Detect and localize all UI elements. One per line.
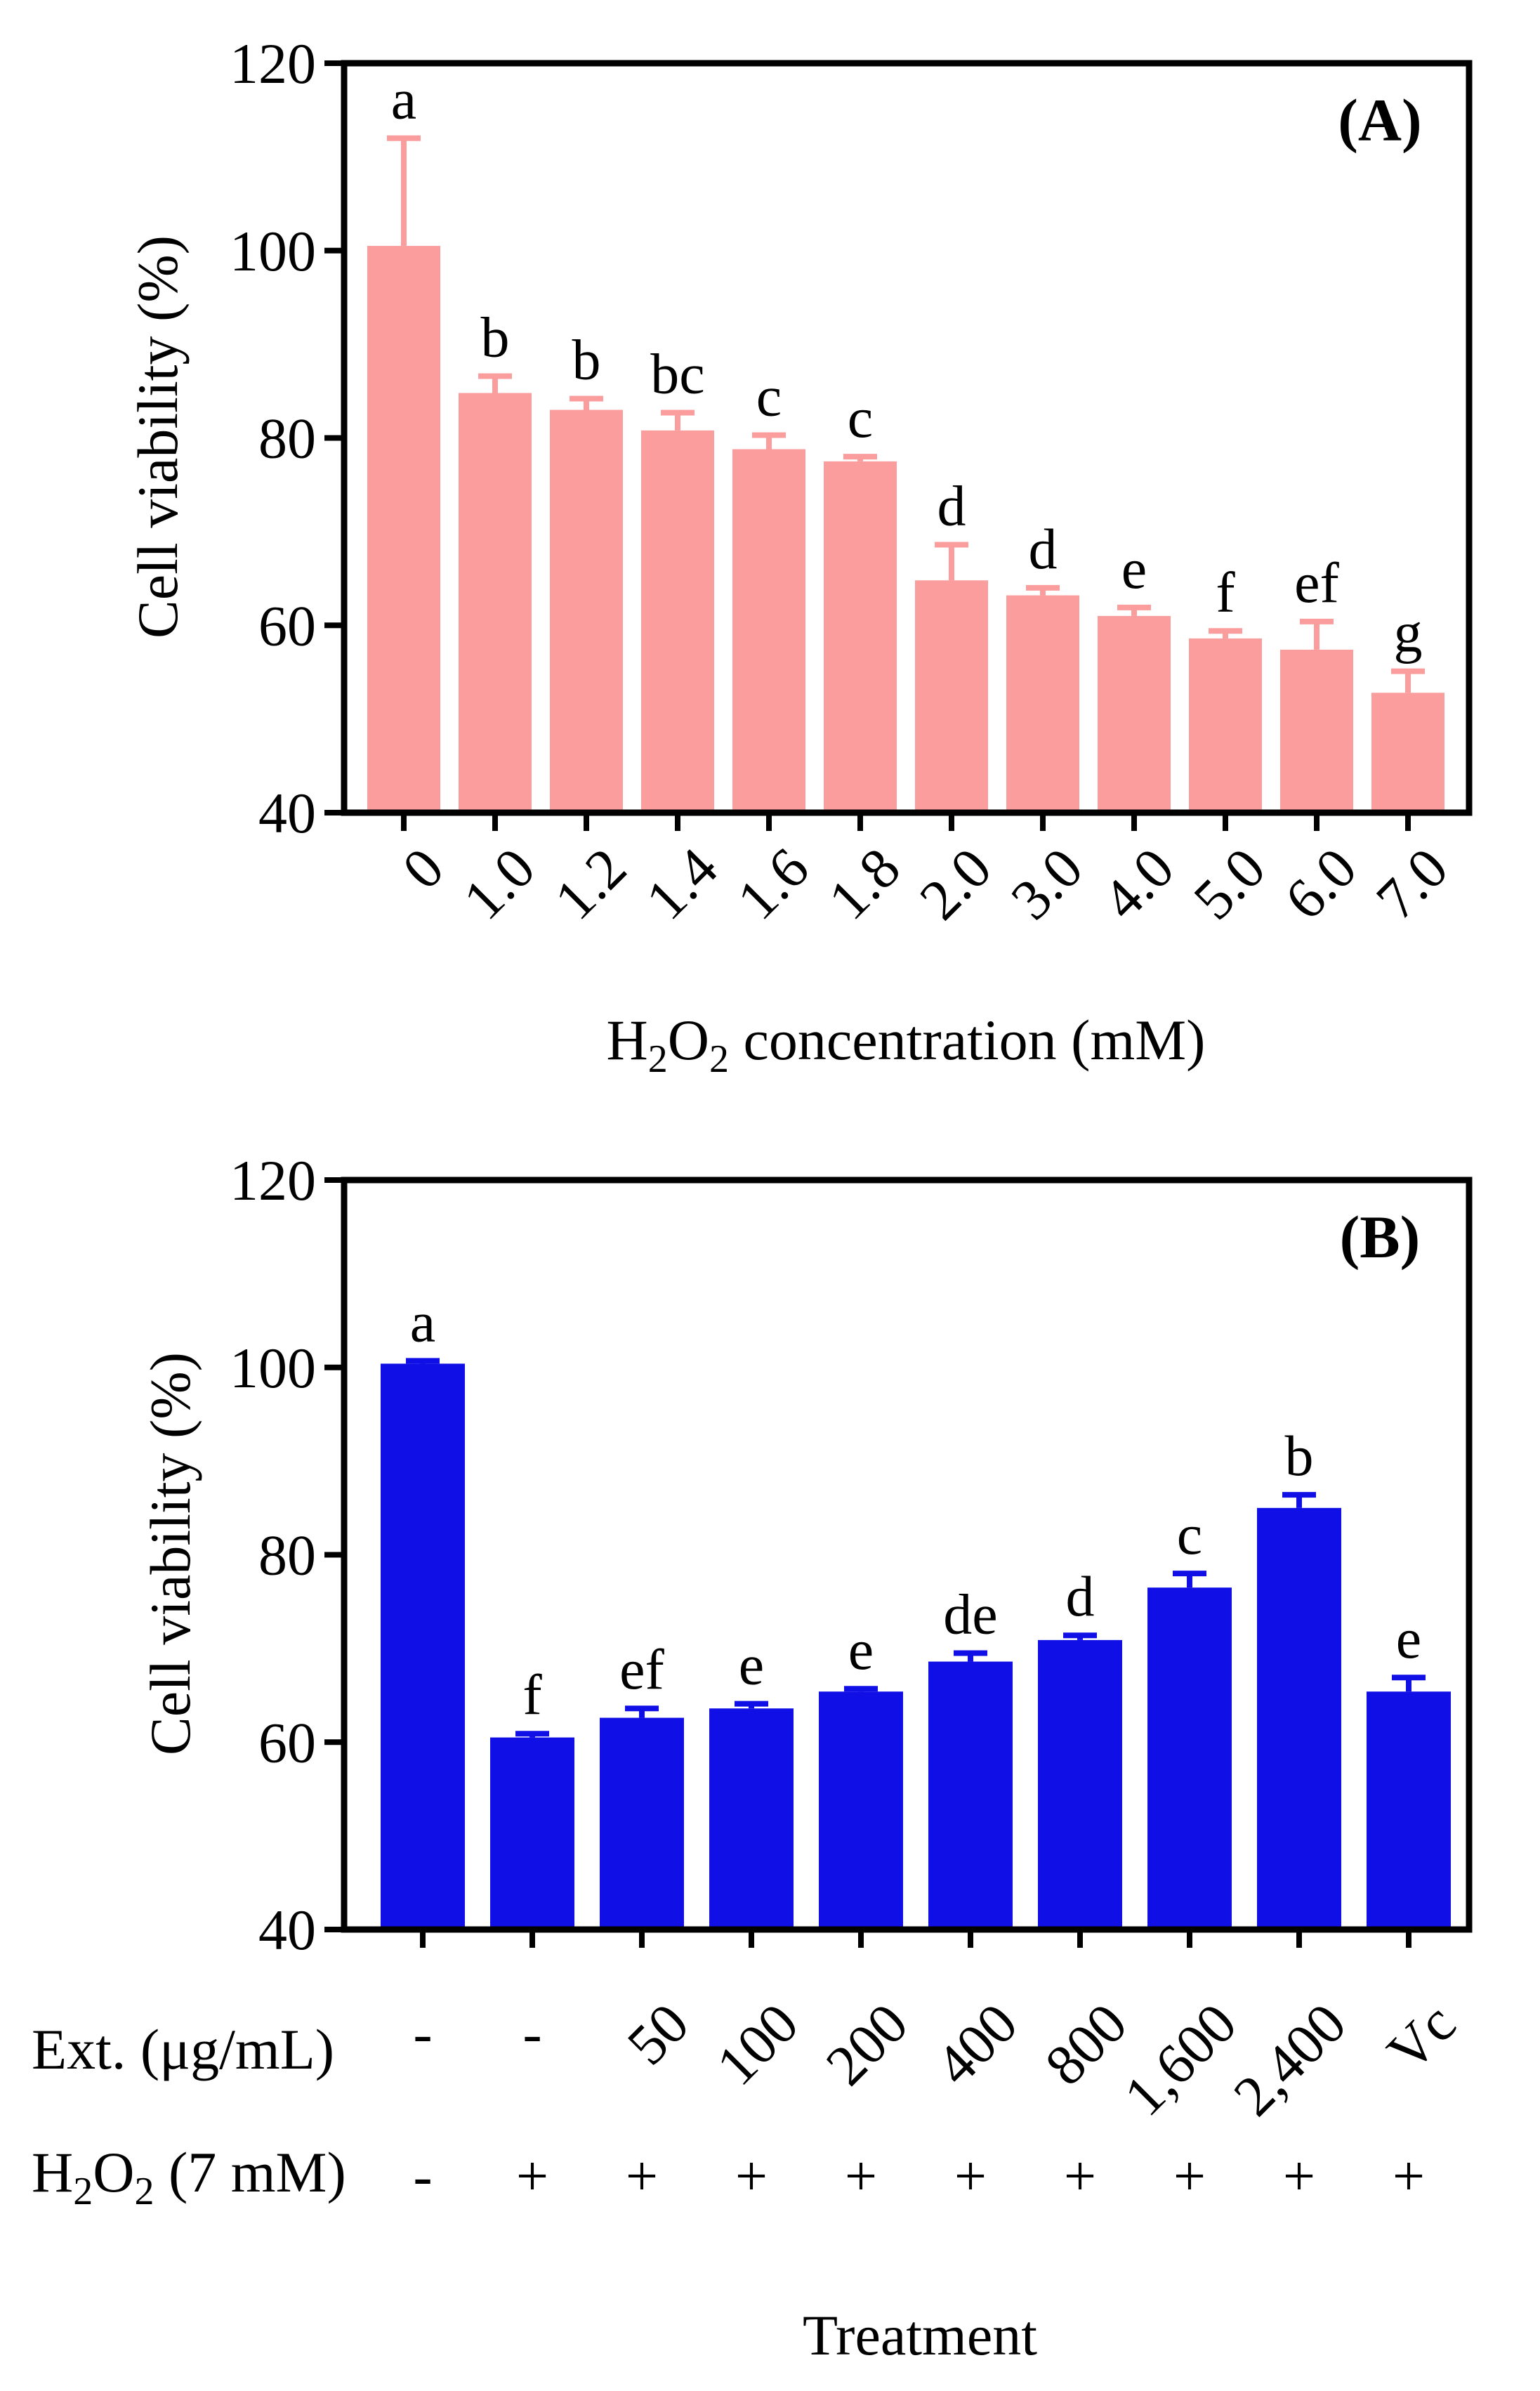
bar xyxy=(641,430,714,813)
panel-b-plot-frame xyxy=(341,1177,1473,1933)
y-tick-label: 80 xyxy=(258,1524,316,1587)
significance-letter: e xyxy=(848,1618,874,1682)
panel-a-significance-letters: ab b bc c cdd e f efg xyxy=(391,67,1423,664)
bar xyxy=(367,246,440,813)
panel-a-label: (A) xyxy=(1338,86,1421,154)
bar xyxy=(915,580,988,813)
panel-a-y-axis-title: Cell viability (%) xyxy=(126,235,190,638)
h2o2-value: + xyxy=(1283,2144,1315,2208)
significance-letter: d xyxy=(1066,1564,1095,1628)
significance-letter: c xyxy=(756,364,782,428)
y-tick-label: 120 xyxy=(230,1148,316,1212)
bar xyxy=(732,449,805,813)
significance-letter: d xyxy=(937,474,966,538)
h2o2-value: + xyxy=(1064,2144,1096,2208)
bar xyxy=(459,393,532,813)
significance-letter: d xyxy=(1029,517,1058,581)
panel-b-bars xyxy=(381,1363,1451,1930)
bar xyxy=(1038,1639,1122,1930)
ext-value: - xyxy=(413,2001,432,2065)
panel-a-x-axis-title: H2O2 concentration (mM) xyxy=(607,1008,1206,1081)
significance-letter: c xyxy=(848,386,873,450)
h2o2-value: + xyxy=(1173,2144,1206,2208)
bar xyxy=(709,1708,794,1930)
h2o2-row-label: H2O2 (7 mM) xyxy=(32,2140,346,2213)
h2o2-value: + xyxy=(1393,2144,1425,2208)
significance-letter: de xyxy=(943,1583,997,1646)
significance-letter: b xyxy=(572,327,601,391)
panel-b-y-axis-ticks: 40 60 80 100 120 xyxy=(230,1148,344,1962)
y-tick-label: 60 xyxy=(258,594,316,657)
panel-a-y-axis-ticks: 40 60 80 100 120 xyxy=(230,32,344,845)
panel-b-x-axis-title: Treatment xyxy=(803,2303,1037,2367)
panel-b-y-axis-title: Cell viability (%) xyxy=(138,1352,202,1755)
ext-row-label: Ext. (μg/mL) xyxy=(32,2017,334,2081)
panel-b-error-bars xyxy=(406,1358,1426,1738)
significance-letter: g xyxy=(1394,601,1423,664)
ext-value: - xyxy=(522,2001,541,2065)
significance-letter: e xyxy=(1121,537,1147,601)
bar xyxy=(1257,1507,1341,1930)
bar xyxy=(1006,595,1079,813)
panel-a-plot-frame xyxy=(341,60,1473,816)
panel-b-label: (B) xyxy=(1340,1203,1421,1271)
h2o2-value: + xyxy=(845,2144,877,2208)
y-tick-label: 40 xyxy=(258,1898,316,1962)
bar xyxy=(550,410,623,813)
y-tick-label: 60 xyxy=(258,1710,316,1774)
panel-b: a f ef e e de d c b e 40 60 80 100 120 (B) Cell viabi… xyxy=(32,1148,1473,2367)
significance-letter: bc xyxy=(650,341,704,405)
bar xyxy=(928,1661,1013,1930)
bar xyxy=(1367,1691,1451,1930)
significance-letter: a xyxy=(410,1290,435,1354)
panel-b-significance-letters: a f ef e e de d c b e xyxy=(410,1290,1421,1727)
y-tick-label: 100 xyxy=(230,219,316,283)
bar xyxy=(600,1717,684,1930)
significance-letter: b xyxy=(1285,1424,1314,1488)
bar xyxy=(1098,615,1171,813)
bar xyxy=(819,1691,903,1930)
significance-letter: f xyxy=(522,1663,542,1727)
y-tick-label: 80 xyxy=(258,407,316,471)
h2o2-value: + xyxy=(626,2144,658,2208)
significance-letter: ef xyxy=(1294,551,1339,615)
h2o2-value: + xyxy=(954,2144,987,2208)
significance-letter: b xyxy=(481,305,510,369)
h2o2-row-values: - + + + + + + + + + xyxy=(413,2144,1425,2208)
y-tick-label: 120 xyxy=(230,32,316,96)
h2o2-value: - xyxy=(413,2144,432,2208)
significance-letter: ef xyxy=(619,1637,664,1701)
bar xyxy=(381,1363,465,1930)
bar xyxy=(1189,638,1262,813)
panel-a-bars xyxy=(367,246,1444,813)
bar xyxy=(824,461,897,813)
y-tick-label: 100 xyxy=(230,1336,316,1400)
bar xyxy=(1371,693,1444,813)
bar xyxy=(490,1737,574,1930)
significance-letter: c xyxy=(1177,1502,1202,1566)
significance-letter: f xyxy=(1216,560,1235,624)
significance-letter: e xyxy=(1396,1606,1421,1670)
panel-a-error-bars xyxy=(387,135,1425,693)
bar xyxy=(1147,1587,1232,1930)
y-tick-label: 40 xyxy=(258,781,316,845)
significance-letter: e xyxy=(739,1633,764,1697)
h2o2-value: + xyxy=(735,2144,768,2208)
bar xyxy=(1280,649,1353,813)
h2o2-value: + xyxy=(516,2144,548,2208)
significance-letter: a xyxy=(391,67,416,131)
